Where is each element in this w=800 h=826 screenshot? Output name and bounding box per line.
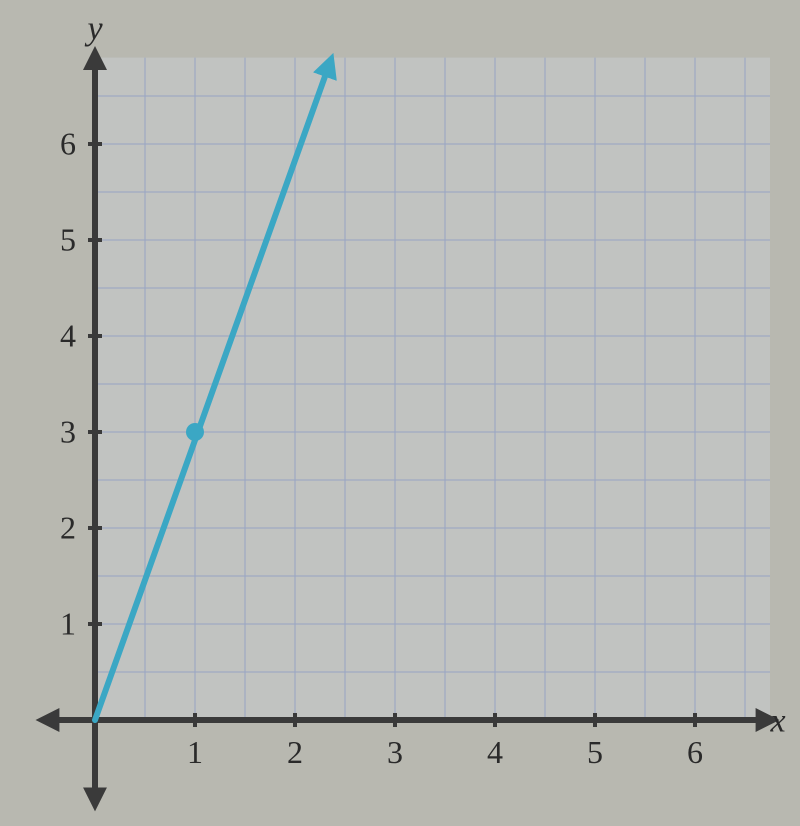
x-tick-label: 1 <box>187 734 203 770</box>
chart-container: 1 2 3 4 5 6 1 2 3 4 5 6 y x <box>0 0 800 826</box>
x-tick-label: 3 <box>387 734 403 770</box>
y-tick-label: 5 <box>60 222 76 258</box>
coordinate-plane-chart: 1 2 3 4 5 6 1 2 3 4 5 6 y x <box>0 0 800 826</box>
y-tick-label: 1 <box>60 606 76 642</box>
x-tick-label: 6 <box>687 734 703 770</box>
x-axis-label: x <box>769 702 785 739</box>
x-tick-label: 2 <box>287 734 303 770</box>
y-axis-label: y <box>84 11 103 48</box>
y-tick-label: 3 <box>60 414 76 450</box>
x-tick-label: 5 <box>587 734 603 770</box>
y-tick-label: 4 <box>60 318 76 354</box>
y-tick-label: 6 <box>60 126 76 162</box>
plotted-point <box>186 423 204 441</box>
y-tick-label: 2 <box>60 510 76 546</box>
x-tick-label: 4 <box>487 734 503 770</box>
